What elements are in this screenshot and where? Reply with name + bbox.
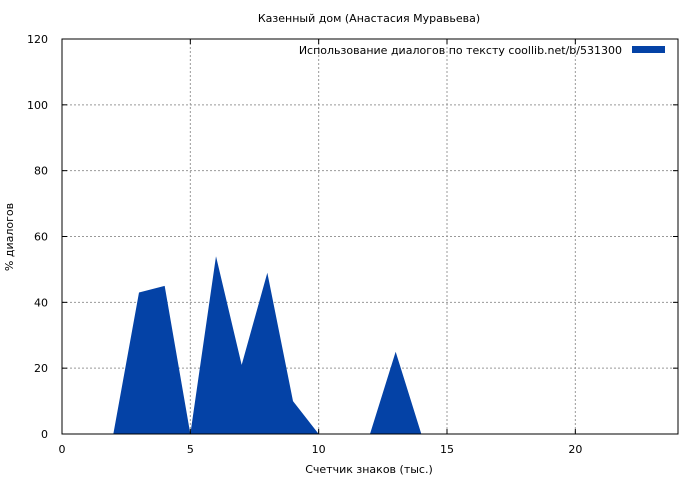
y-axis-label: % диалогов <box>3 203 16 271</box>
y-tick-label: 120 <box>27 33 48 46</box>
legend-label: Использование диалогов по тексту coollib… <box>299 44 622 57</box>
y-tick-label: 80 <box>34 165 48 178</box>
axes <box>61 38 679 435</box>
legend: Использование диалогов по тексту coollib… <box>299 44 665 57</box>
y-tick-label: 20 <box>34 362 48 375</box>
x-tick-label: 5 <box>187 443 194 456</box>
series-area-group <box>62 256 653 434</box>
y-tick-label: 0 <box>41 428 48 441</box>
legend-swatch <box>632 46 665 53</box>
series-area <box>62 256 653 434</box>
y-tick-label: 60 <box>34 231 48 244</box>
tick-labels: 0 20 40 60 80 100 120 0 5 10 15 20 <box>27 33 582 456</box>
y-tick-label: 40 <box>34 296 48 309</box>
x-tick-label: 15 <box>440 443 454 456</box>
y-tick-label: 100 <box>27 99 48 112</box>
x-tick-label: 20 <box>568 443 582 456</box>
x-axis-label: Счетчик знаков (тыс.) <box>305 463 433 476</box>
x-tick-label: 10 <box>312 443 326 456</box>
x-tick-label: 0 <box>59 443 66 456</box>
chart-title: Казенный дом (Анастасия Муравьева) <box>258 12 480 25</box>
